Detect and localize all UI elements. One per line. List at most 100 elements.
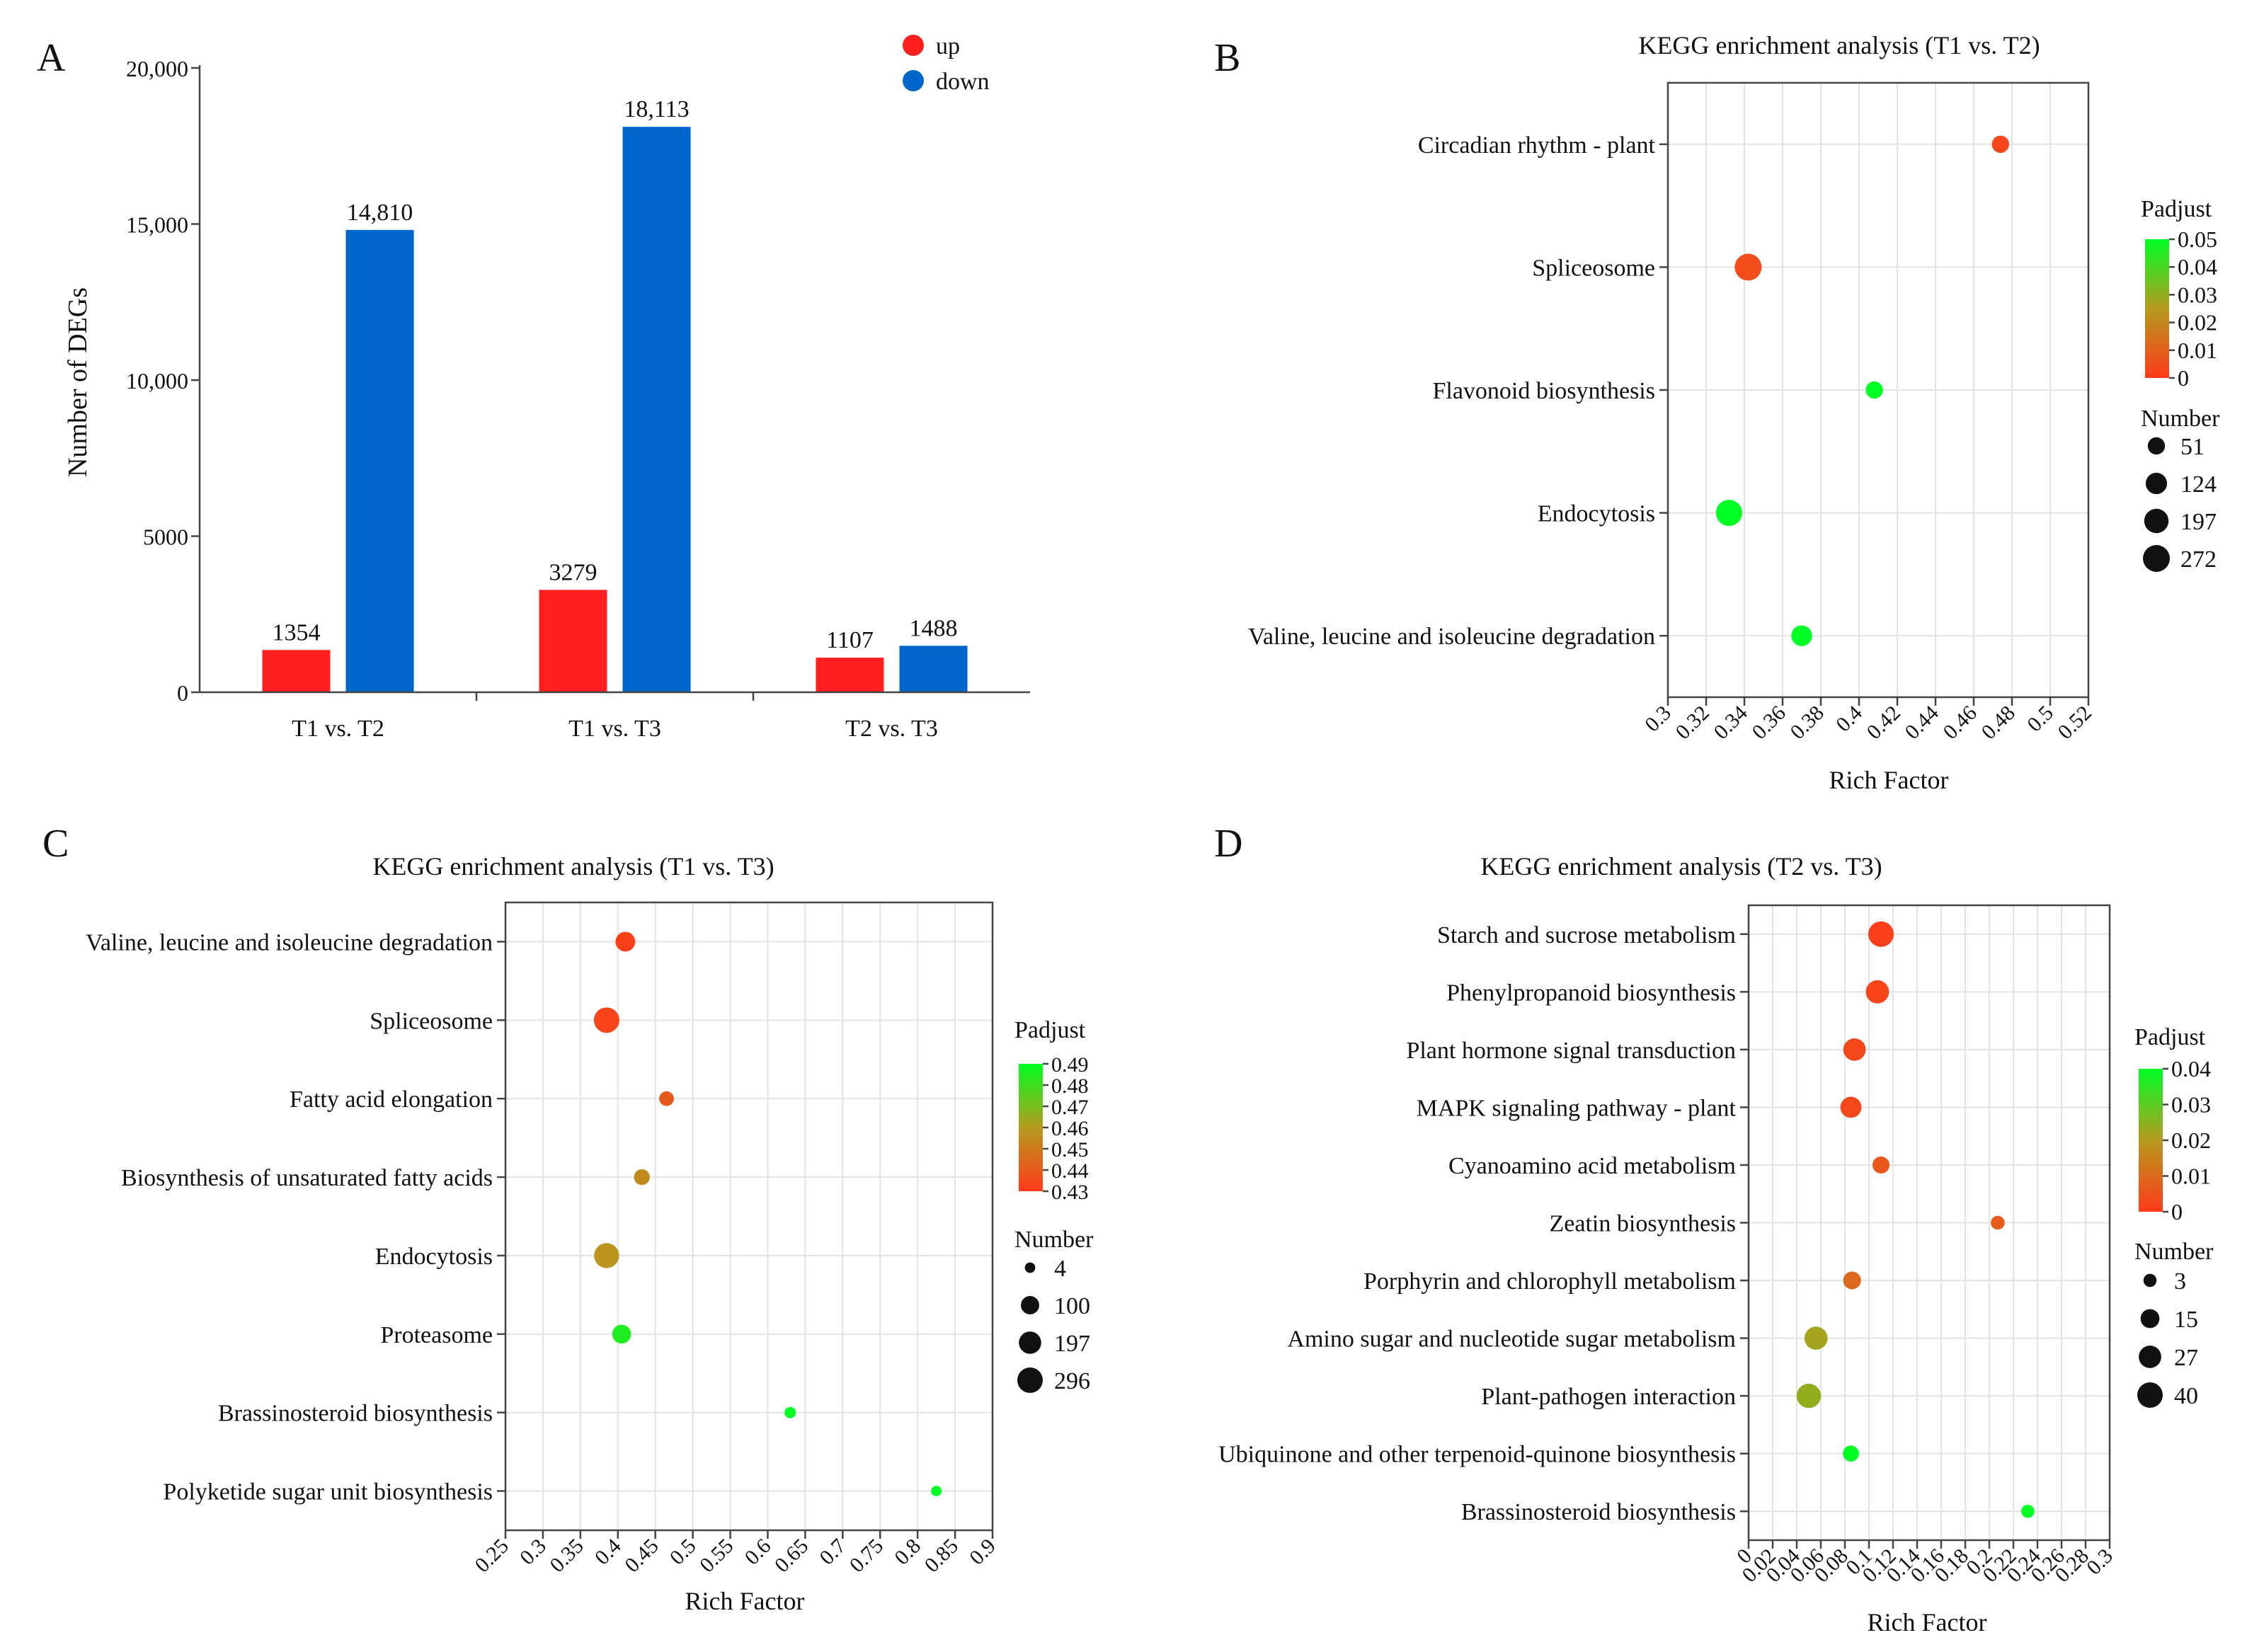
enrichment-point	[615, 931, 636, 952]
enrichment-point	[1991, 135, 2009, 153]
panel-a-y-tick-label: 0	[177, 680, 188, 706]
padjust-legend-label: 0.45	[1051, 1138, 1089, 1161]
x-tick-label: 0.45	[620, 1535, 663, 1577]
pathway-term-label: Brassinosteroid biosynthesis	[1461, 1499, 1736, 1525]
number-legend-marker	[2144, 508, 2169, 534]
panel-c-dot-plot: C KEGG enrichment analysis (T1 vs. T3) R…	[42, 822, 1094, 1615]
panel-a-y-tick-label: 10,000	[126, 368, 188, 394]
number-legend-marker	[2143, 545, 2170, 572]
enrichment-point	[1865, 381, 1883, 399]
pathway-term-label: Spliceosome	[1532, 255, 1655, 281]
number-legend-marker	[2143, 1273, 2157, 1287]
enrichment-point	[1843, 1271, 1861, 1290]
number-legend-label: 197	[1054, 1331, 1090, 1357]
padjust-colorbar	[2145, 239, 2169, 378]
pathway-term-label: Plant-pathogen interaction	[1481, 1384, 1736, 1410]
number-legend-label: 51	[2180, 434, 2205, 460]
x-tick-label: 0.35	[545, 1535, 588, 1577]
number-legend-marker	[2140, 1309, 2160, 1329]
number-legend-marker	[2147, 437, 2166, 455]
x-tick-label: 0.3	[2082, 1544, 2117, 1580]
legend-down-label: down	[936, 69, 990, 95]
panel-a-y-tick-label: 5000	[143, 524, 188, 550]
enrichment-point	[659, 1091, 674, 1106]
enrichment-point	[784, 1406, 796, 1418]
legend-up-label: up	[936, 33, 960, 59]
panel-a-bar-chart: A Number of DEGs T1 vs. T2 1354 14,810 T1 v…	[37, 33, 1030, 742]
number-legend-marker	[2145, 472, 2168, 495]
padjust-legend-label: 0	[2178, 365, 2189, 391]
x-tick-label: 0.46	[1938, 701, 1981, 744]
padjust-legend-label: 0.04	[2178, 254, 2217, 280]
panel-a-bar-up	[816, 658, 884, 692]
enrichment-point	[1791, 625, 1812, 646]
pathway-term-label: Valine, leucine and isoleucine degradati…	[1248, 624, 1655, 650]
x-tick-label: 0.32	[1671, 701, 1713, 744]
pathway-term-label: Endocytosis	[1538, 501, 1655, 527]
number-legend-title: Number	[2134, 1239, 2214, 1265]
pathway-term-label: Cyanoamino acid metabolism	[1448, 1153, 1736, 1179]
padjust-legend-label: 0.48	[1051, 1074, 1089, 1098]
x-tick-label: 0.44	[1900, 701, 1943, 744]
pathway-term-label: Biosynthesis of unsaturated fatty acids	[121, 1165, 493, 1191]
padjust-legend-label: 0.04	[2171, 1056, 2211, 1082]
padjust-colorbar	[1019, 1064, 1043, 1191]
x-tick-label: 0.36	[1747, 701, 1790, 744]
padjust-legend-title: Padjust	[2134, 1024, 2206, 1050]
panel-a-bar-value-label: 1488	[910, 615, 958, 641]
panel-a-y-tick-label: 20,000	[126, 56, 188, 81]
enrichment-point	[1843, 1445, 1859, 1462]
x-tick-label: 0.3	[1640, 701, 1676, 737]
padjust-legend-label: 0.02	[2171, 1128, 2211, 1153]
x-tick-label: 0.75	[845, 1535, 888, 1577]
pathway-term-label: Amino sugar and nucleotide sugar metabol…	[1287, 1326, 1736, 1353]
panel-c-xlabel: Rich Factor	[685, 1587, 805, 1615]
panel-a-bar-up	[262, 650, 331, 692]
number-legend-title: Number	[2141, 406, 2220, 432]
panel-b-xlabel: Rich Factor	[1829, 766, 1949, 794]
pathway-term-label: Brassinosteroid biosynthesis	[218, 1401, 493, 1427]
pathway-term-label: Fatty acid elongation	[290, 1086, 493, 1113]
padjust-legend-label: 0.02	[2178, 310, 2217, 335]
legend-up-marker	[903, 35, 924, 56]
enrichment-point	[1840, 1096, 1862, 1118]
number-legend-label: 296	[1054, 1368, 1090, 1394]
panel-a-category-label: T1 vs. T2	[292, 716, 384, 742]
x-tick-label: 0.8	[890, 1535, 925, 1570]
enrichment-point	[1865, 980, 1889, 1004]
number-legend-label: 27	[2174, 1345, 2198, 1371]
enrichment-point	[1991, 1215, 2005, 1230]
x-tick-label: 0.48	[1977, 701, 2019, 744]
panel-c-letter: C	[42, 822, 69, 866]
panel-a-category-label: T1 vs. T3	[568, 716, 661, 742]
x-tick-label: 0.85	[920, 1535, 963, 1577]
enrichment-point	[1872, 1156, 1889, 1174]
panel-a-letter: A	[37, 36, 66, 80]
panel-c-title: KEGG enrichment analysis (T1 vs. T3)	[372, 852, 774, 881]
pathway-term-label: Flavonoid biosynthesis	[1432, 378, 1655, 404]
padjust-legend-label: 0.05	[2178, 226, 2217, 252]
x-tick-label: 0.3	[515, 1535, 551, 1570]
padjust-legend-label: 0	[2171, 1199, 2183, 1224]
panel-a-bar-up	[539, 590, 607, 692]
padjust-legend-label: 0.44	[1051, 1159, 1089, 1183]
panel-a-bar-value-label: 1107	[826, 627, 874, 653]
x-tick-label: 0.42	[1862, 701, 1904, 744]
x-tick-label: 0.9	[965, 1535, 1000, 1570]
panel-b-title: KEGG enrichment analysis (T1 vs. T2)	[1638, 31, 2040, 59]
padjust-legend-label: 0.47	[1051, 1096, 1089, 1119]
number-legend-label: 100	[1054, 1293, 1090, 1319]
number-legend-label: 4	[1054, 1256, 1066, 1282]
x-tick-label: 0.25	[470, 1535, 513, 1577]
panel-a-bar-value-label: 1354	[273, 619, 321, 646]
pathway-term-label: Valine, leucine and isoleucine degradati…	[86, 929, 493, 956]
panel-a-bar-value-label: 3279	[549, 559, 598, 585]
padjust-legend-title: Padjust	[1014, 1017, 1086, 1043]
number-legend-label: 15	[2174, 1307, 2198, 1333]
pathway-term-label: Polyketide sugar unit biosynthesis	[163, 1479, 493, 1505]
enrichment-point	[2021, 1504, 2035, 1518]
panel-b-dot-plot: B KEGG enrichment analysis (T1 vs. T2) R…	[1214, 31, 2220, 794]
panel-a-bar-down	[899, 646, 968, 692]
x-tick-label: 0.52	[2053, 701, 2096, 744]
